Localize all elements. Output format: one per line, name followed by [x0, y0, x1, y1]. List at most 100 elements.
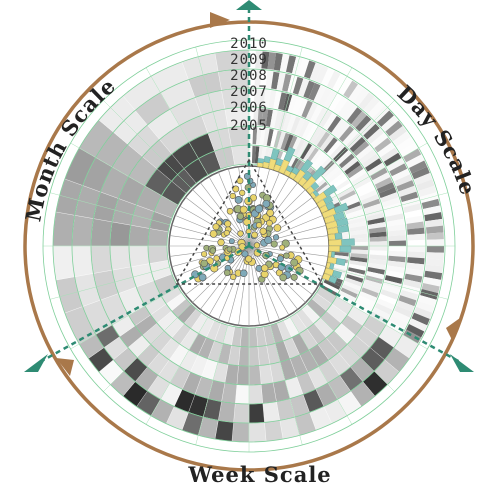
- heat-cell: [407, 257, 425, 265]
- scatter-point: [228, 238, 235, 245]
- scatter-point: [236, 212, 244, 220]
- heat-cell: [252, 127, 258, 145]
- heat-cell: [406, 324, 425, 338]
- heat-cell: [323, 90, 337, 109]
- heat-cell: [308, 82, 321, 101]
- heat-cell: [309, 126, 323, 144]
- year-label: 2007: [230, 84, 268, 100]
- heat-cell: [362, 283, 381, 294]
- heat-cell: [311, 152, 326, 168]
- heat-cell: [407, 239, 425, 246]
- wheel-spoke: [208, 245, 250, 316]
- heat-cell: [344, 277, 363, 287]
- heat-cell: [339, 290, 356, 302]
- heat-cell: [309, 62, 323, 81]
- histogram-bar: [333, 202, 349, 214]
- heat-cell: [406, 262, 425, 271]
- heat-cell: [287, 95, 298, 113]
- heat-cell: [109, 221, 131, 247]
- heat-cell: [303, 145, 316, 162]
- grid-spoke: [289, 67, 353, 176]
- heat-cell: [331, 118, 346, 136]
- heat-cell: [335, 182, 353, 195]
- histogram-bar: [333, 211, 346, 221]
- heat-cell: [421, 198, 440, 209]
- wheel-spoke: [200, 245, 250, 310]
- heat-cell: [353, 140, 370, 157]
- heat-cell: [322, 282, 339, 293]
- heat-cell: [292, 76, 304, 95]
- wheel-spoke: [248, 245, 324, 277]
- heat-cell: [316, 131, 331, 149]
- heat-cell: [318, 87, 332, 106]
- heat-cell: [367, 128, 384, 144]
- heat-cell: [351, 172, 369, 186]
- wheel-spoke: [248, 205, 319, 247]
- heat-cell: [389, 315, 408, 329]
- scatter-point: [254, 204, 264, 213]
- heat-cell: [342, 103, 358, 121]
- grid-spoke: [289, 316, 353, 425]
- ring-arrow-left-icon: [56, 358, 74, 376]
- heat-cell: [361, 194, 379, 205]
- heat-cell: [387, 260, 406, 268]
- heat-cell: [388, 250, 406, 257]
- heat-cell: [366, 212, 384, 221]
- heat-cell: [370, 167, 388, 181]
- heat-cell: [405, 215, 424, 224]
- heat-cell: [308, 149, 323, 166]
- heat-cell: [388, 235, 406, 242]
- heat-cell: [368, 222, 386, 230]
- heat-cell: [90, 245, 113, 274]
- grid-spoke: [70, 286, 179, 350]
- scatter-point: [270, 240, 278, 248]
- heat-cell: [350, 233, 368, 239]
- histogram-bar: [331, 270, 343, 279]
- wheel-spoke: [248, 245, 298, 310]
- heat-cell: [349, 168, 367, 182]
- heat-cell: [378, 187, 397, 199]
- heat-cell: [346, 274, 364, 283]
- heat-cell: [328, 93, 343, 112]
- heat-cell: [416, 301, 435, 313]
- heat-cell: [231, 144, 250, 166]
- heat-cell: [319, 110, 333, 128]
- top-arrowhead-icon: [236, 0, 262, 10]
- heat-cell: [389, 163, 408, 177]
- heat-cell: [403, 148, 422, 163]
- heat-cell: [274, 111, 283, 129]
- heat-cell: [369, 246, 388, 251]
- heat-cell: [248, 384, 263, 405]
- heat-cell: [361, 287, 379, 298]
- heat-cell: [388, 229, 406, 237]
- heat-cell: [426, 252, 444, 260]
- ring-arrow-right-icon: [446, 318, 460, 340]
- heat-cell: [349, 225, 367, 232]
- grid-spoke: [145, 67, 209, 176]
- heat-cell: [290, 116, 301, 134]
- heat-cell: [384, 208, 403, 217]
- heat-cell: [331, 254, 349, 260]
- heat-cell: [385, 120, 403, 137]
- heat-cell: [323, 279, 341, 290]
- histogram-bar: [302, 170, 313, 181]
- heat-cell: [426, 232, 444, 240]
- scatter-point: [223, 229, 230, 236]
- histogram-bar: [339, 245, 352, 253]
- heat-cell: [283, 134, 294, 152]
- heat-cell: [384, 275, 403, 284]
- heat-cell: [248, 365, 262, 386]
- heat-cell: [314, 154, 329, 171]
- heat-cell: [233, 403, 250, 424]
- heat-cell: [374, 302, 393, 315]
- inner-triangle: [174, 158, 324, 285]
- heat-cell: [381, 115, 399, 132]
- heat-cell: [350, 237, 368, 243]
- heat-cell: [255, 51, 263, 69]
- heat-cell: [367, 162, 385, 176]
- heat-cell: [347, 217, 366, 225]
- heat-cell: [347, 267, 366, 275]
- heat-cell: [364, 203, 382, 213]
- scatter-point: [226, 207, 234, 215]
- heat-cell: [267, 52, 277, 70]
